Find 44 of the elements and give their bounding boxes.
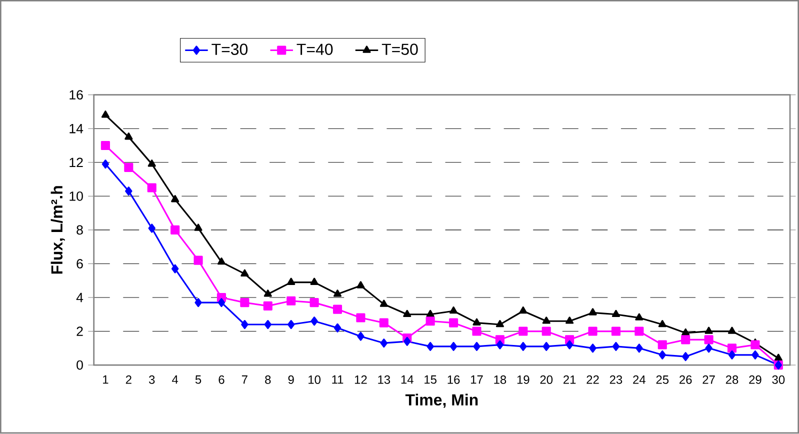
x-tick-label: 29 [749, 376, 762, 384]
y-tick-label: 12 [70, 158, 83, 168]
x-tick-label: 22 [586, 376, 599, 384]
x-tick-label: 25 [656, 376, 669, 384]
x-tick-label: 2 [126, 376, 132, 384]
legend-label: T=40 [296, 44, 333, 56]
y-axis-title: Flux, L/m².h [50, 186, 65, 274]
x-tick-label: 14 [401, 376, 414, 384]
x-tick-label: 11 [332, 376, 344, 384]
y-tick-label: 8 [76, 225, 83, 235]
x-tick-label: 9 [288, 376, 294, 384]
x-tick-label: 3 [148, 376, 155, 384]
x-tick-label: 13 [378, 376, 390, 384]
x-tick-label: 8 [265, 376, 271, 384]
x-tick-label: 4 [172, 376, 178, 384]
x-tick-label: 27 [702, 376, 715, 384]
y-tick-label: 10 [70, 192, 83, 202]
x-tick-label: 28 [726, 376, 738, 384]
y-tick-label: 0 [76, 360, 83, 370]
legend-label: T=30 [212, 44, 248, 56]
x-tick-label: 19 [517, 376, 530, 384]
x-tick-label: 10 [308, 376, 320, 384]
x-tick-label: 16 [448, 376, 460, 384]
x-tick-label: 12 [354, 376, 367, 384]
x-tick-label: 21 [564, 376, 576, 384]
x-tick-label: 30 [772, 376, 785, 384]
x-tick-label: 23 [610, 376, 622, 384]
y-tick-label: 4 [76, 293, 84, 302]
x-tick-label: 6 [218, 376, 224, 384]
x-tick-label: 26 [680, 376, 692, 384]
y-tick-label: 16 [70, 90, 83, 100]
y-tick-label: 2 [76, 326, 83, 336]
x-tick-label: 24 [633, 376, 646, 384]
x-tick-label: 7 [242, 376, 248, 384]
x-tick-label: 5 [195, 376, 202, 384]
legend-label: T=50 [382, 44, 418, 56]
x-tick-label: 20 [540, 376, 553, 384]
x-axis-title: Time, Min [405, 394, 478, 408]
x-tick-label: 18 [494, 376, 506, 384]
x-tick-label: 17 [470, 376, 483, 384]
x-tick-label: 1 [103, 376, 108, 384]
y-tick-label: 14 [70, 124, 84, 134]
y-tick-label: 6 [76, 259, 83, 269]
x-tick-label: 15 [424, 376, 436, 384]
